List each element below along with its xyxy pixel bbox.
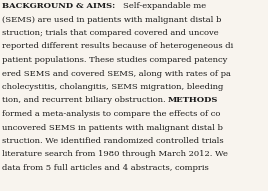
Text: BACKGROUND & AIMS:: BACKGROUND & AIMS: (2, 2, 123, 10)
Text: ered SEMS and covered SEMS, along with rates of pa: ered SEMS and covered SEMS, along with r… (2, 70, 230, 78)
Text: cholecystitis, cholangitis, SEMS migration, bleeding: cholecystitis, cholangitis, SEMS migrati… (2, 83, 223, 91)
Text: formed a meta-analysis to compare the effects of co: formed a meta-analysis to compare the ef… (2, 110, 220, 118)
Text: patient populations. These studies compared patency: patient populations. These studies compa… (2, 56, 227, 64)
Text: struction. We identified randomized controlled trials: struction. We identified randomized cont… (2, 137, 223, 145)
Text: literature search from 1980 through March 2012. We: literature search from 1980 through Marc… (2, 151, 227, 159)
Text: tion, and recurrent biliary obstruction.: tion, and recurrent biliary obstruction. (2, 96, 168, 104)
Text: uncovered SEMS in patients with malignant distal b: uncovered SEMS in patients with malignan… (2, 124, 222, 131)
Text: data from 5 full articles and 4 abstracts, compris: data from 5 full articles and 4 abstract… (2, 164, 208, 172)
Text: (SEMS) are used in patients with malignant distal b: (SEMS) are used in patients with maligna… (2, 15, 221, 23)
Text: Self-expandable me: Self-expandable me (123, 2, 206, 10)
Text: reported different results because of heterogeneous di: reported different results because of he… (2, 43, 233, 50)
Text: METHODS: METHODS (168, 96, 218, 104)
Text: struction; trials that compared covered and uncove: struction; trials that compared covered … (2, 29, 218, 37)
